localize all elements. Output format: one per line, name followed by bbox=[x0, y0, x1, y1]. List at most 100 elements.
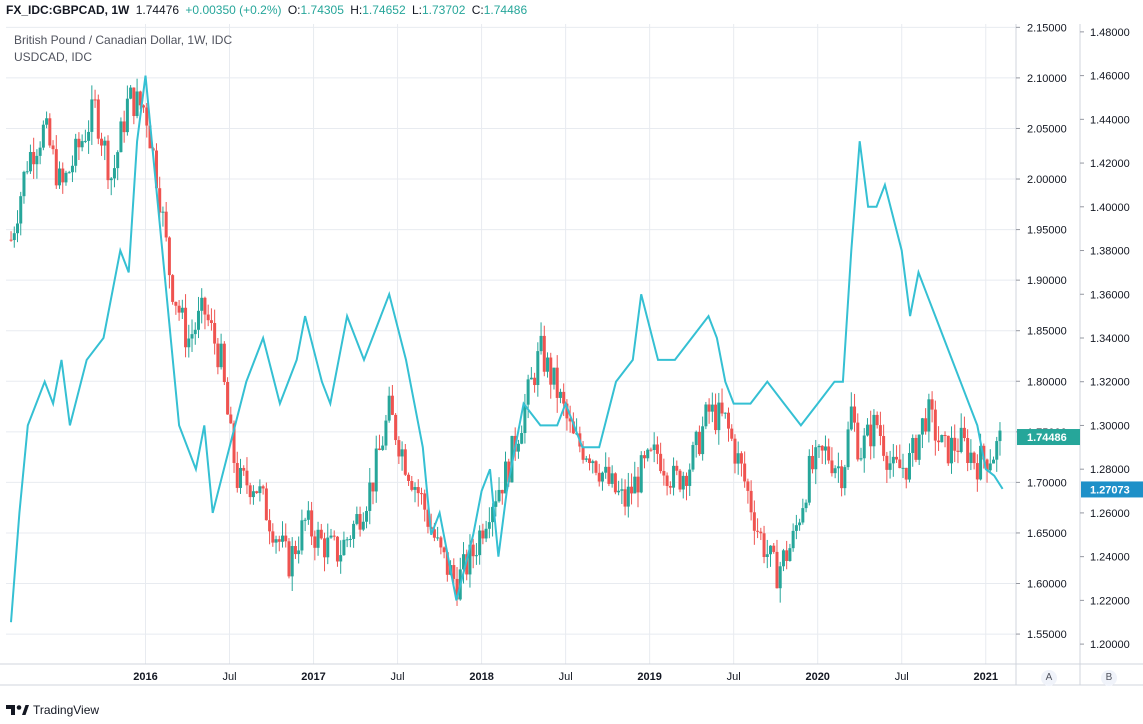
candle-body bbox=[668, 485, 672, 488]
candle-body bbox=[630, 486, 634, 494]
left-axis-tick-label: 2.00000 bbox=[1027, 174, 1067, 186]
candle-body bbox=[584, 458, 588, 460]
candle-body bbox=[19, 196, 23, 224]
candle-body bbox=[956, 450, 960, 452]
candle-body bbox=[865, 424, 869, 436]
candle-body bbox=[184, 307, 188, 348]
candle-body bbox=[16, 223, 20, 234]
candle-body bbox=[529, 377, 533, 380]
candle-body bbox=[410, 480, 414, 490]
candle-body bbox=[953, 437, 957, 451]
candle-body bbox=[271, 531, 275, 543]
candle-body bbox=[849, 406, 853, 430]
candle-body bbox=[407, 474, 411, 481]
candle-body bbox=[772, 545, 776, 552]
left-axis-tick-label: 2.10000 bbox=[1027, 73, 1067, 85]
candle-body bbox=[895, 456, 899, 460]
open-value: 1.74305 bbox=[300, 3, 344, 17]
candle-body bbox=[484, 528, 488, 539]
candle-body bbox=[455, 578, 459, 600]
scale-a-button[interactable]: A bbox=[1041, 670, 1057, 686]
candle-body bbox=[982, 445, 986, 460]
candle-body bbox=[962, 427, 966, 439]
candle-body bbox=[672, 465, 676, 488]
candle-body bbox=[310, 510, 314, 537]
candle-body bbox=[316, 529, 320, 548]
candle-body bbox=[300, 520, 304, 551]
candle-body bbox=[268, 520, 272, 532]
candle-body bbox=[765, 554, 769, 557]
usdcad-line bbox=[10, 75, 1004, 623]
candle-body bbox=[335, 536, 339, 562]
candle-body bbox=[200, 297, 204, 311]
symbol-label[interactable]: FX_IDC:GBPCAD, 1W bbox=[6, 3, 130, 17]
candle-body bbox=[523, 404, 527, 434]
left-axis-tick-label: 2.05000 bbox=[1027, 123, 1067, 135]
tradingview-logo-icon bbox=[6, 705, 29, 715]
candle-body bbox=[536, 351, 540, 386]
candle-body bbox=[516, 443, 520, 452]
candle-body bbox=[752, 512, 756, 531]
candle-body bbox=[487, 522, 491, 529]
candle-body bbox=[562, 391, 566, 404]
candle-body bbox=[245, 470, 249, 486]
candle-body bbox=[284, 535, 288, 542]
compare-series-legend[interactable]: USDCAD, IDC bbox=[14, 50, 93, 64]
candle-body bbox=[138, 91, 142, 106]
candle-body bbox=[319, 529, 323, 539]
candle-body bbox=[258, 486, 262, 494]
right-axis-tick-label: 1.36000 bbox=[1090, 289, 1130, 301]
candle-body bbox=[933, 409, 937, 441]
candle-body bbox=[261, 486, 265, 489]
candle-body bbox=[242, 467, 246, 471]
candle-body bbox=[187, 338, 191, 348]
candle-body bbox=[255, 491, 259, 494]
right-axis-tick-label: 1.48000 bbox=[1090, 27, 1130, 39]
candle-body bbox=[100, 138, 104, 146]
candle-body bbox=[452, 565, 456, 579]
candle-body bbox=[823, 446, 827, 451]
right-axis-tick-label: 1.26000 bbox=[1090, 508, 1130, 520]
candle-body bbox=[58, 168, 62, 186]
right-axis-tick-label: 1.28000 bbox=[1090, 464, 1130, 476]
candle-body bbox=[746, 481, 750, 491]
candle-body bbox=[238, 467, 242, 488]
candle-body bbox=[368, 482, 372, 511]
left-axis-tick-label: 1.95000 bbox=[1027, 225, 1067, 237]
scale-b-button[interactable]: B bbox=[1101, 670, 1117, 686]
candle-body bbox=[930, 399, 934, 410]
candle-body bbox=[788, 548, 792, 561]
candle-body bbox=[235, 462, 239, 488]
candle-body bbox=[352, 523, 356, 539]
last-price: 1.74476 bbox=[135, 3, 180, 17]
candle-body bbox=[794, 525, 798, 531]
candle-body bbox=[326, 537, 330, 558]
candle-body bbox=[403, 449, 407, 475]
main-series-legend[interactable]: British Pound / Canadian Dollar, 1W, IDC bbox=[14, 33, 233, 47]
candle-body bbox=[77, 138, 81, 148]
candle-body bbox=[381, 445, 385, 450]
candle-body bbox=[41, 124, 45, 148]
candle-body bbox=[610, 473, 614, 484]
candle-body bbox=[807, 455, 811, 503]
candle-body bbox=[639, 455, 643, 493]
candle-body bbox=[232, 423, 236, 463]
candle-body bbox=[90, 99, 94, 132]
candle-body bbox=[251, 491, 255, 498]
right-axis-tick-label: 1.34000 bbox=[1090, 333, 1130, 345]
candle-body bbox=[652, 444, 656, 450]
candle-body bbox=[93, 99, 97, 101]
candle-body bbox=[995, 441, 999, 460]
candle-body bbox=[891, 456, 895, 464]
candle-body bbox=[704, 404, 708, 427]
candle-body bbox=[581, 446, 585, 460]
candle-body bbox=[836, 466, 840, 469]
brand-name[interactable]: TradingView bbox=[33, 703, 100, 717]
candle-body bbox=[833, 468, 837, 474]
candle-body bbox=[885, 455, 889, 470]
candle-body bbox=[339, 555, 343, 562]
low-label: L: bbox=[411, 3, 422, 17]
candle-body bbox=[659, 453, 663, 472]
candle-body bbox=[878, 425, 882, 437]
